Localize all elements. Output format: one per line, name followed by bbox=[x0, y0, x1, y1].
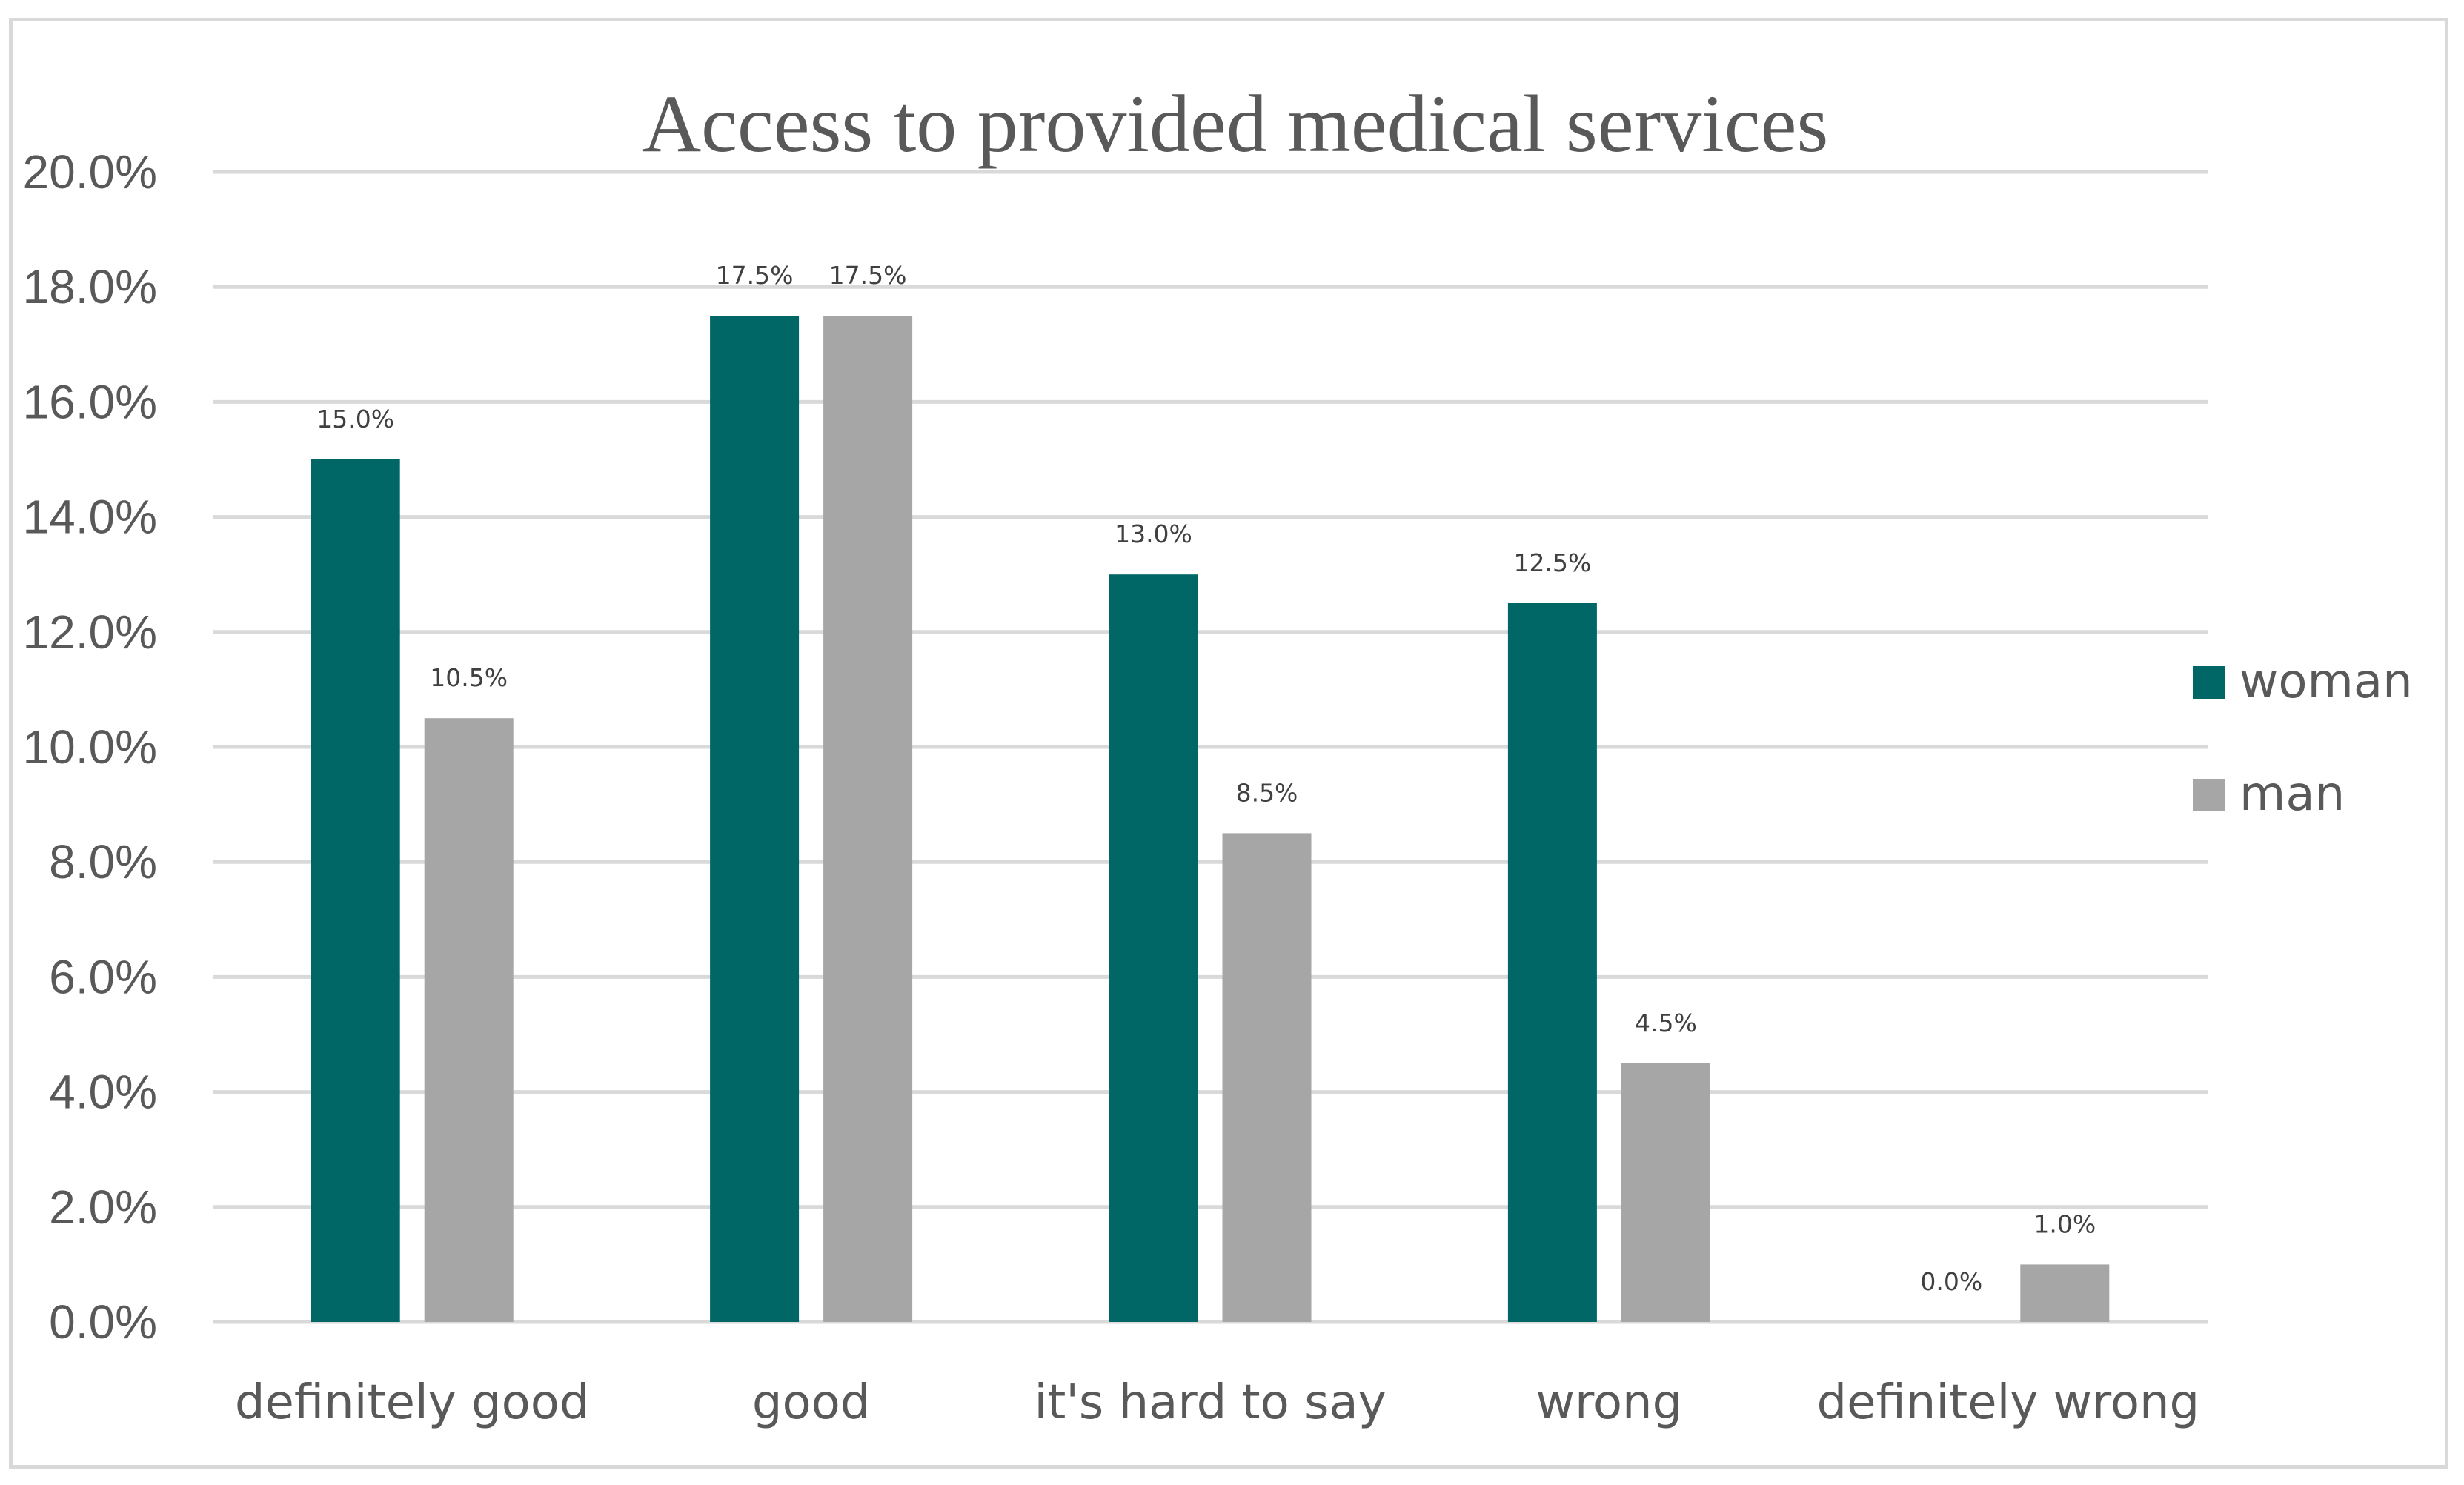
bars bbox=[311, 316, 2110, 1322]
data-labels: 15.0% 10.5% 17.5% 17.5% 13.0% 8.5% 12.5% 4.5% 0.… bbox=[316, 261, 2096, 1296]
bar-woman bbox=[311, 459, 400, 1322]
gridlines bbox=[213, 170, 2208, 1324]
y-tick-label: 18.0% bbox=[23, 260, 157, 313]
data-label: 10.5% bbox=[430, 663, 508, 692]
bar-chart: Access to provided medical services 0.0%… bbox=[23, 79, 2413, 1430]
x-tick-label: definitely good bbox=[235, 1375, 590, 1430]
y-axis-ticks: 0.0% 2.0% 4.0% 6.0% 8.0% 10.0% 12.0% 14.0% 16.0%… bbox=[23, 145, 157, 1349]
x-tick-label: it's hard to say bbox=[1034, 1375, 1386, 1430]
legend: woman man bbox=[2193, 654, 2413, 822]
bar-man bbox=[2020, 1264, 2110, 1322]
legend-label-man: man bbox=[2239, 767, 2345, 822]
x-axis-ticks: definitely good good it's hard to say wrong… bbox=[235, 1375, 2199, 1430]
bar-woman bbox=[710, 316, 800, 1322]
bar-man bbox=[1621, 1063, 1710, 1322]
data-label: 17.5% bbox=[716, 261, 794, 290]
y-tick-label: 12.0% bbox=[23, 605, 157, 659]
chart-frame: Access to provided medical services 0.0%… bbox=[9, 18, 2448, 1469]
data-label: 17.5% bbox=[829, 261, 907, 290]
data-label: 1.0% bbox=[2033, 1209, 2096, 1238]
y-tick-label: 14.0% bbox=[23, 491, 157, 544]
y-tick-label: 2.0% bbox=[49, 1180, 157, 1234]
data-label: 15.0% bbox=[316, 405, 394, 433]
x-tick-label: definitely wrong bbox=[1816, 1375, 2199, 1430]
x-tick-label: wrong bbox=[1536, 1375, 1683, 1430]
data-label: 4.5% bbox=[1635, 1009, 1697, 1037]
legend-swatch-man bbox=[2193, 779, 2225, 811]
bar-man bbox=[823, 316, 913, 1322]
y-tick-label: 4.0% bbox=[49, 1066, 157, 1119]
y-tick-label: 10.0% bbox=[23, 720, 157, 774]
data-label: 0.0% bbox=[1920, 1267, 1982, 1296]
data-label: 8.5% bbox=[1236, 778, 1298, 807]
x-tick-label: good bbox=[752, 1375, 871, 1430]
y-tick-label: 0.0% bbox=[49, 1295, 157, 1349]
bar-man bbox=[1222, 833, 1312, 1322]
data-label: 13.0% bbox=[1115, 519, 1192, 548]
bar-woman bbox=[1507, 603, 1597, 1322]
legend-swatch-woman bbox=[2193, 666, 2225, 699]
legend-label-woman: woman bbox=[2239, 654, 2413, 709]
chart-title: Access to provided medical services bbox=[642, 79, 1829, 169]
bar-woman bbox=[1109, 574, 1198, 1322]
bar-man bbox=[424, 718, 514, 1322]
y-tick-label: 8.0% bbox=[49, 835, 157, 888]
y-tick-label: 16.0% bbox=[23, 375, 157, 428]
data-label: 12.5% bbox=[1513, 548, 1591, 577]
y-tick-label: 6.0% bbox=[49, 950, 157, 1003]
y-tick-label: 20.0% bbox=[23, 145, 157, 199]
